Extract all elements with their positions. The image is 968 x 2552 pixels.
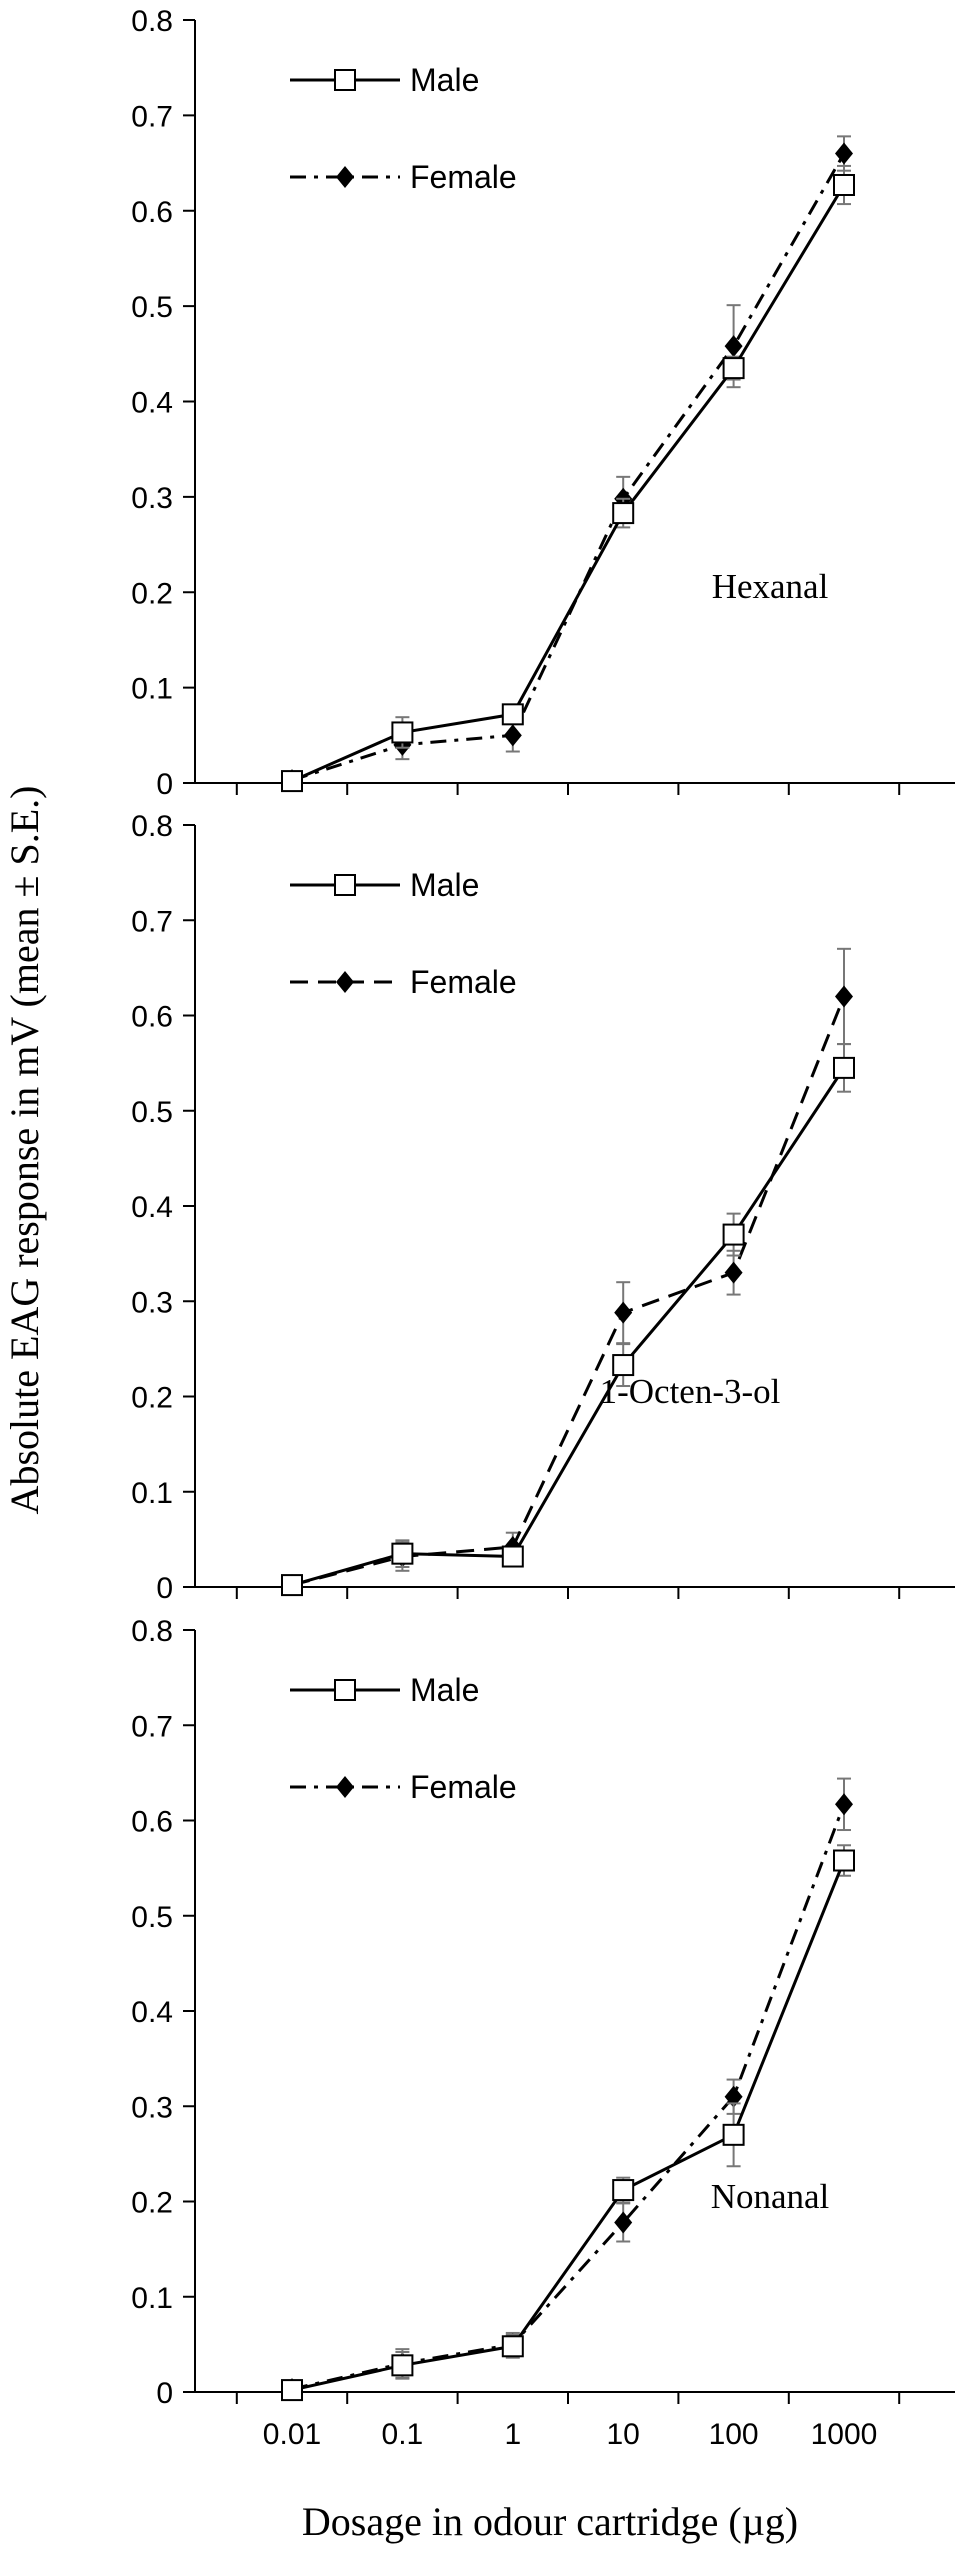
male-data-point [833,1849,855,1872]
male-data-point [722,2123,745,2146]
legend-label-male: Male [410,62,479,98]
female-data-point [503,724,522,747]
male-data-point [391,2354,414,2377]
panel-compound-label: Nonanal [711,2177,830,2216]
y-tick-label: 0.6 [131,1806,173,1839]
legend-label-female: Female [410,159,517,195]
male-data-point [281,770,303,793]
chart-panel-1: 0 0.1 0.2 0.3 0.4 0.5 0.6 0.7 0.8 Male Female Hexan… [131,5,955,801]
male-data-point [722,1223,745,1246]
y-tick-label: 0.8 [131,1615,173,1648]
male-data-point [833,173,855,196]
female-data-point [835,985,853,1008]
legend-marker-female [336,166,354,188]
y-tick-label: 0.4 [131,1996,173,2029]
y-tick-label: 0.4 [131,387,173,420]
x-tick-label: 0.1 [382,2418,424,2451]
male-data-point [501,2335,524,2358]
male-series-line [291,1067,846,1587]
y-tick-label: 0.5 [131,1096,173,1129]
female-series-line [291,995,846,1587]
female-series-line [291,152,846,782]
x-axis-title: Dosage in odour cartridge (µg) [302,2499,798,2544]
y-tick-label: 0 [156,2377,173,2410]
legend-marker-male [334,69,356,91]
y-tick-label: 0.7 [131,100,173,133]
y-tick-label: 0.8 [131,5,173,38]
female-series-line [291,1803,846,2391]
panel-compound-label: 1-Octen-3-ol [600,1372,781,1411]
female-data-point [724,1261,743,1284]
y-tick-label: 0.1 [131,2282,173,2315]
x-tick-label: 1 [504,2418,521,2451]
male-data-point [281,2379,303,2402]
chart-panel-3: 0 0.1 0.2 0.3 0.4 0.5 0.6 0.7 0.8 0.01 0.1 1 10 100 10… [131,1615,955,2451]
legend-marker-female [336,1776,354,1798]
y-tick-label: 0.7 [131,905,173,938]
x-tick-label: 10 [607,2418,640,2451]
male-data-point [391,721,414,744]
legend-marker-male [334,874,356,896]
y-tick-label: 0.1 [131,673,173,706]
y-tick-label: 0.3 [131,1286,173,1319]
y-tick-label: 0.4 [131,1191,173,1224]
male-data-point [281,1574,303,1597]
y-tick-label: 0.2 [131,2187,173,2220]
male-data-point [612,502,635,525]
legend-label-male: Male [410,867,479,903]
female-data-point [614,1301,633,1324]
y-tick-label: 0.6 [131,196,173,229]
legend-label-male: Male [410,1672,479,1708]
legend-marker-female [336,971,354,993]
y-tick-label: 0.5 [131,291,173,324]
male-data-point [391,1542,414,1565]
y-tick-label: 0 [156,1572,173,1605]
panel-compound-label: Hexanal [712,567,829,606]
legend-label-female: Female [410,964,517,1000]
female-data-point [835,142,853,165]
y-tick-label: 0.7 [131,1710,173,1743]
y-tick-label: 0.1 [131,1477,173,1510]
y-tick-label: 0.2 [131,1382,173,1415]
male-data-point [612,1354,635,1377]
y-tick-label: 0 [156,768,173,801]
y-tick-label: 0.8 [131,810,173,843]
female-data-point [835,1793,853,1816]
x-tick-label: 100 [709,2418,759,2451]
female-data-point [614,2211,633,2234]
legend-label-female: Female [410,1769,517,1805]
female-data-point [724,335,743,358]
x-tick-label: 0.01 [263,2418,321,2451]
male-data-point [722,357,745,380]
y-tick-label: 0.6 [131,1001,173,1034]
male-data-point [501,703,524,726]
x-tick-label: 1000 [811,2418,878,2451]
male-data-point [612,2179,635,2202]
male-data-point [501,1545,524,1568]
y-tick-label: 0.2 [131,577,173,610]
y-tick-label: 0.3 [131,482,173,515]
male-data-point [833,1056,855,1079]
male-series-line [291,184,846,783]
female-data-point [724,2085,743,2108]
chart-panel-2: 0 0.1 0.2 0.3 0.4 0.5 0.6 0.7 0.8 Male Female 1-Oct… [131,810,955,1605]
y-tick-label: 0.5 [131,1901,173,1934]
legend-marker-male [334,1679,356,1701]
y-tick-label: 0.3 [131,2091,173,2124]
male-series-line [291,1859,846,2392]
y-axis-title: Absolute EAG response in mV (mean ± S.E.… [2,786,47,1515]
